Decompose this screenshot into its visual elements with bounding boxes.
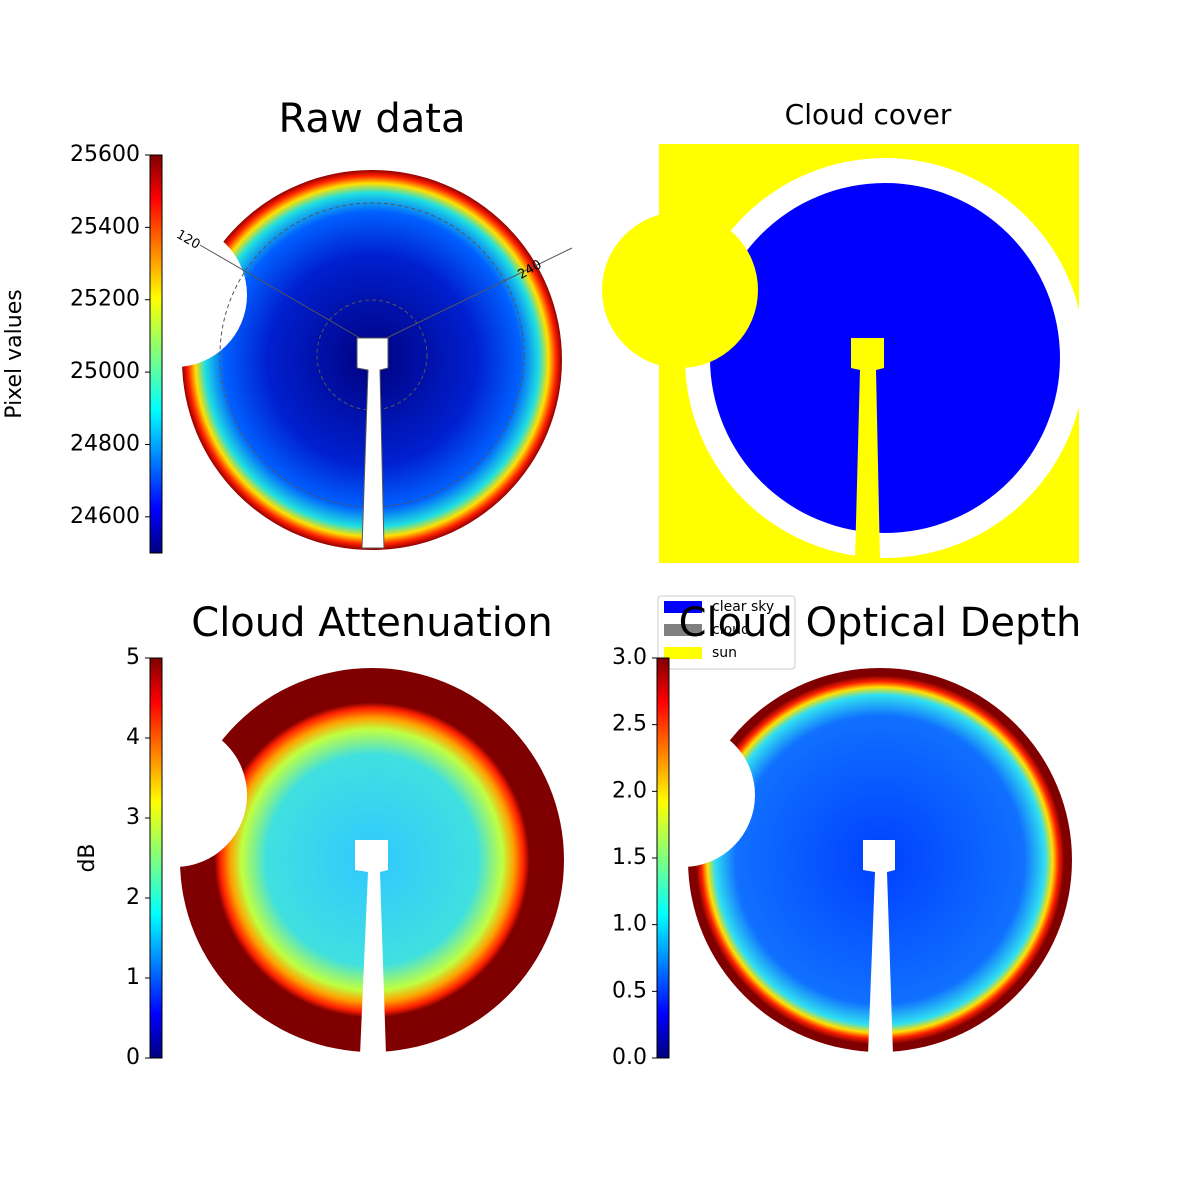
legend-label: clear sky [712, 599, 774, 615]
panel-title: Cloud cover [785, 98, 952, 131]
y-axis-label: Pixel values [2, 289, 27, 418]
y-tick-label: 0.0 [612, 1045, 647, 1070]
y-tick-label: 2.0 [612, 778, 647, 803]
legend-label: cloud [712, 622, 750, 638]
y-tick-label: 24800 [70, 431, 140, 456]
legend-swatch [664, 647, 702, 659]
y-tick-label: 2 [126, 885, 140, 910]
cod-image [611, 668, 1072, 1055]
y-tick-label: 3.0 [612, 645, 647, 670]
y-tick-label: 25200 [70, 287, 140, 312]
colorbar [656, 657, 670, 1059]
y-tick-label: 0 [126, 1045, 140, 1070]
y-tick-label: 4 [126, 725, 140, 750]
raw-image [103, 170, 573, 550]
y-tick-label: 5 [126, 645, 140, 670]
cloud-cover-image [602, 144, 1085, 563]
y-tick-label: 1.0 [612, 912, 647, 937]
y-tick-label: 2.5 [612, 712, 647, 737]
attenuation-image [103, 668, 564, 1055]
colorbar [149, 657, 163, 1059]
legend-label: sun [712, 645, 737, 661]
y-tick-label: 1 [126, 965, 140, 990]
legend-swatch [664, 624, 702, 636]
y-tick-label: 25600 [70, 142, 140, 167]
legend-swatch [664, 601, 702, 613]
y-tick-label: 25000 [70, 359, 140, 384]
panel-title: Cloud Attenuation [191, 600, 552, 646]
colorbar [149, 154, 163, 554]
panel-title: Cloud Optical Depth [679, 600, 1082, 646]
y-tick-label: 3 [126, 805, 140, 830]
y-tick-label: 25400 [70, 214, 140, 239]
panel-title: Raw data [279, 96, 466, 142]
y-axis-label: dB [75, 843, 100, 872]
y-tick-label: 24600 [70, 504, 140, 529]
y-tick-label: 1.5 [612, 845, 647, 870]
y-tick-label: 0.5 [612, 978, 647, 1003]
